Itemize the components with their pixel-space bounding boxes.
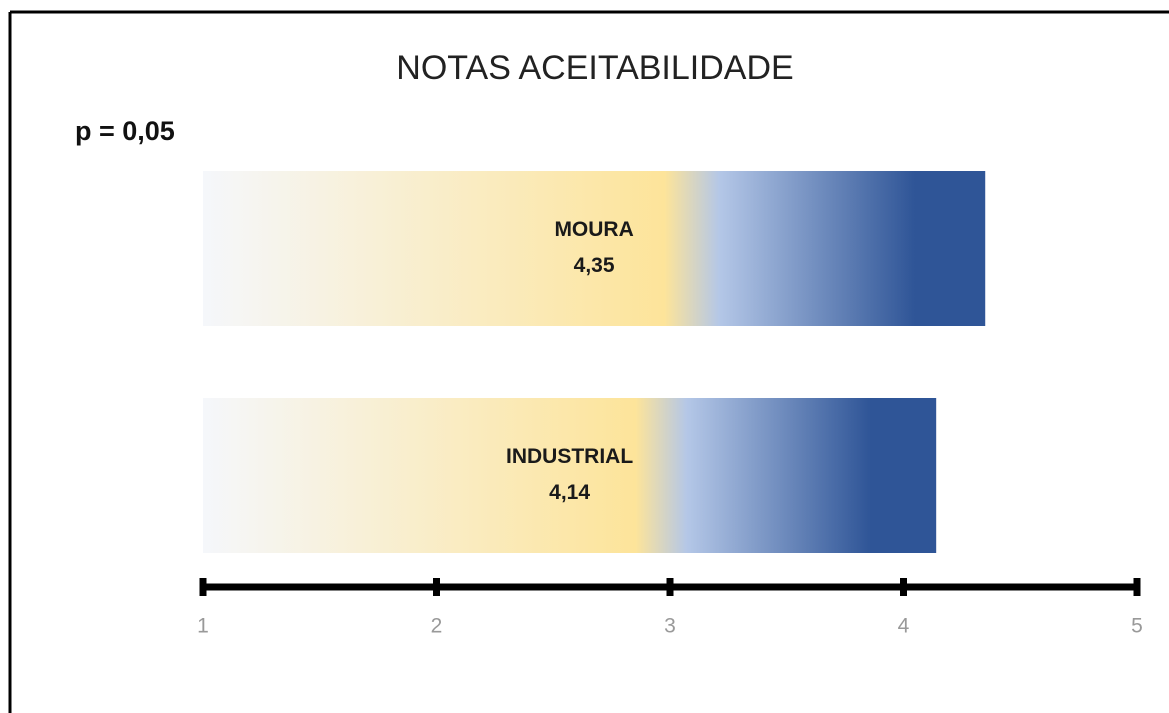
bar-value-label: 4,35	[574, 254, 615, 277]
x-tick-label: 3	[664, 615, 676, 638]
x-tick-label: 2	[431, 615, 443, 638]
annotation: p = 0,05	[75, 116, 175, 146]
bar	[203, 398, 937, 553]
chart-title: NOTAS ACEITABILIDADE	[396, 49, 793, 87]
x-tick-label: 5	[1131, 615, 1143, 638]
x-tick-label: 4	[898, 615, 910, 638]
bar-category: MOURA	[554, 218, 633, 241]
bar	[203, 171, 986, 326]
bar-category: INDUSTRIAL	[506, 445, 633, 468]
bar-value-label: 4,14	[549, 481, 590, 504]
x-tick-label: 1	[197, 615, 209, 638]
